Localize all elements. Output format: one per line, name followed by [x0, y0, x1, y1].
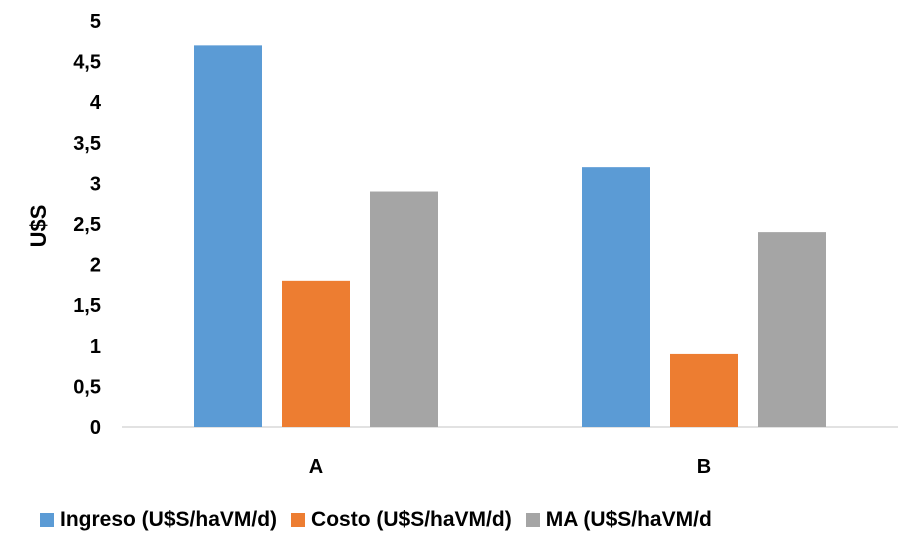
y-tick-label: 1: [90, 336, 101, 358]
y-tick-label: 4: [90, 92, 102, 114]
y-tick-label: 3,5: [73, 133, 101, 155]
bar-b-series-1: [670, 353, 738, 427]
y-tick-label: 2: [90, 255, 101, 277]
x-category-label: A: [309, 456, 323, 478]
x-category-label: B: [697, 456, 711, 478]
legend-label: Ingreso (U$S/haVM/d): [60, 508, 278, 531]
legend-item: MA (U$S/haVM/d: [525, 508, 712, 532]
legend: Ingreso (U$S/haVM/d) Costo (U$S/haVM/d) MA…: [40, 508, 726, 532]
y-tick-label: 0,5: [73, 376, 101, 398]
bar-a-series-0: [194, 45, 262, 428]
legend-label: MA (U$S/haVM/d: [545, 508, 712, 531]
y-axis-label: U$S: [26, 205, 51, 248]
legend-label: Costo (U$S/haVM/d): [311, 508, 512, 531]
bar-a-series-2: [370, 191, 438, 427]
y-tick-label: 2,5: [73, 214, 101, 236]
legend-item: Costo (U$S/haVM/d): [291, 508, 512, 532]
y-tick-label: 5: [90, 11, 101, 33]
bar-a-series-1: [282, 280, 350, 427]
y-tick-label: 1,5: [73, 295, 101, 317]
y-axis-ticks: 0 0,5 1 1,5 2 2,5 3 3,5 4 4,5 5: [73, 11, 102, 439]
bar-b-series-0: [582, 167, 650, 427]
y-tick-label: 4,5: [73, 52, 101, 74]
bars: [194, 45, 826, 428]
legend-swatch: [525, 513, 540, 527]
bar-b-series-2: [758, 232, 826, 427]
y-tick-label: 0: [90, 417, 101, 439]
y-tick-label: 3: [90, 173, 101, 195]
legend-swatch: [291, 513, 306, 527]
legend-swatch: [40, 513, 54, 527]
legend-item: Ingreso (U$S/haVM/d): [40, 508, 277, 532]
